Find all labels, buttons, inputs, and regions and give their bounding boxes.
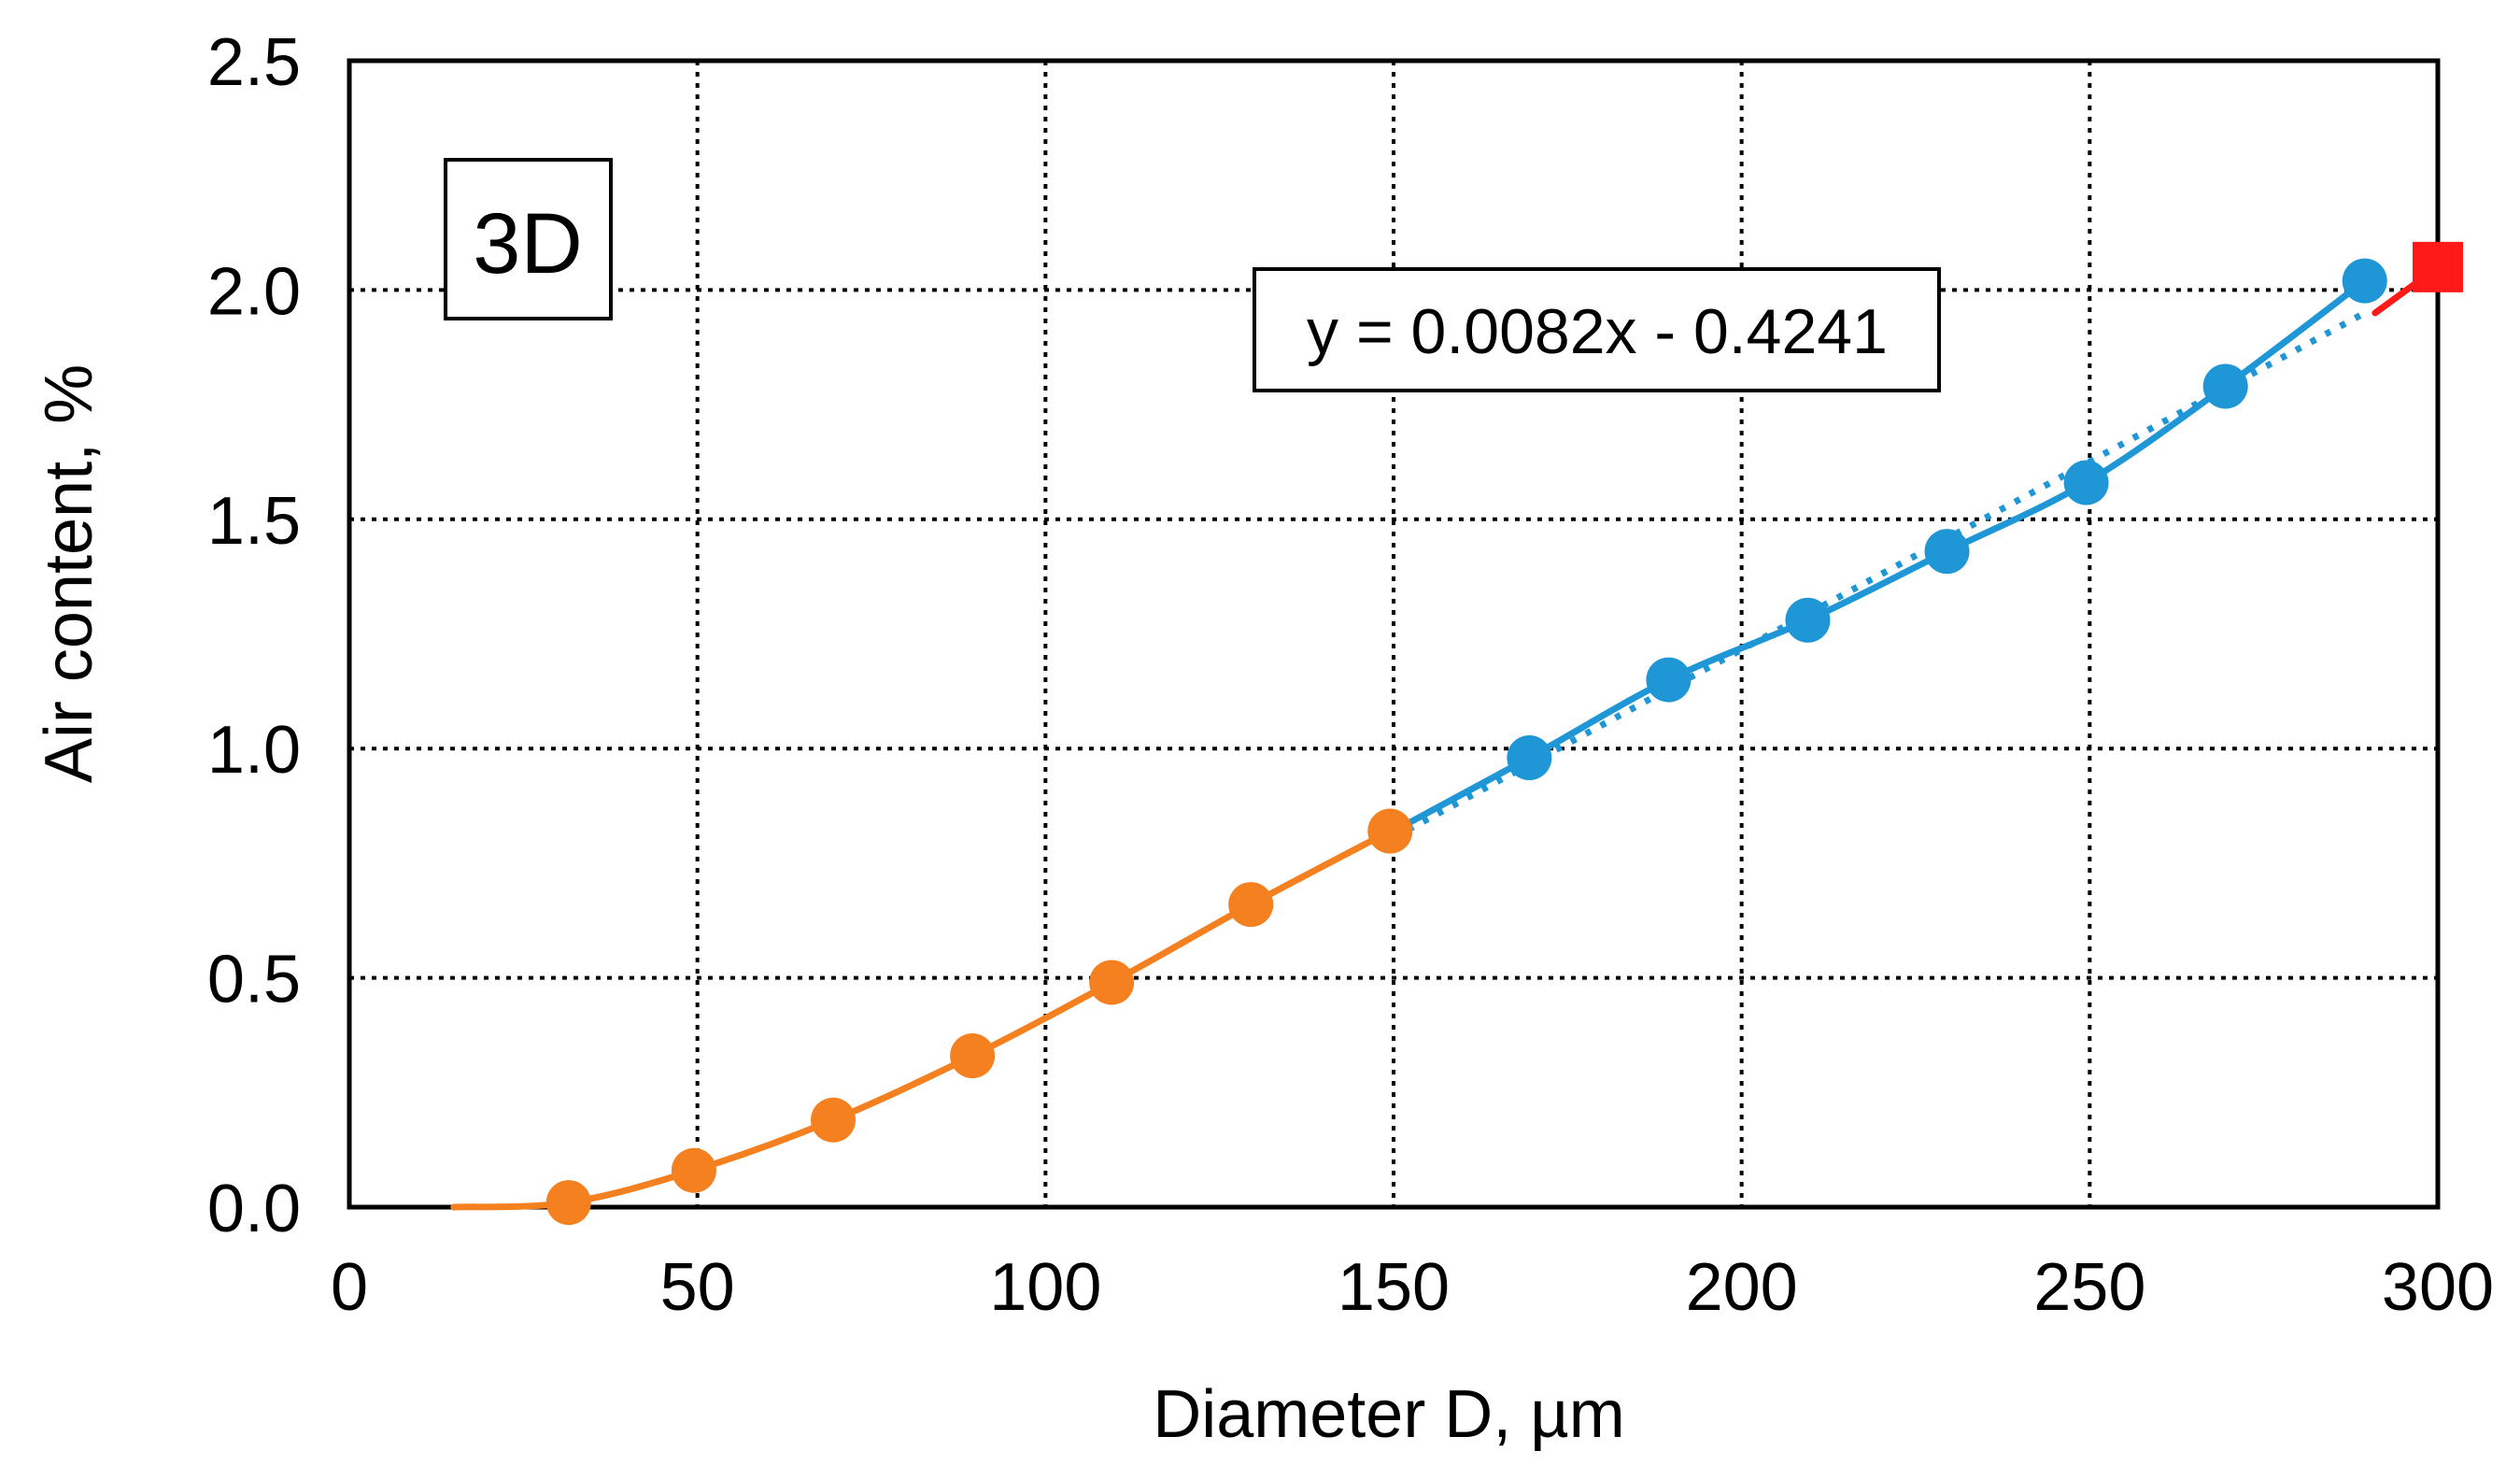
data-point: [1228, 882, 1274, 928]
x-tick-labels: 0 50 100 150 200 250 300: [331, 1250, 2494, 1325]
trendline-equation-box: y = 0.0082x - 0.4241: [1253, 267, 1941, 392]
plot-area-frame: [347, 58, 2441, 1210]
y-tick-label: 2.0: [207, 254, 301, 329]
data-markers: [545, 241, 2463, 1226]
data-point: [671, 1147, 716, 1193]
y-tick-label: 0.5: [207, 943, 301, 1017]
data-point: [1089, 960, 1135, 1005]
series-lines: [450, 263, 2442, 1211]
data-point: [2413, 241, 2463, 292]
x-tick-label: 200: [1686, 1250, 1798, 1325]
data-point: [1924, 529, 1970, 575]
x-tick-label: 300: [2382, 1250, 2494, 1325]
x-tick-label: 100: [989, 1250, 1101, 1325]
y-tick-labels: 0.0 0.5 1.0 1.5 2.0 2.5: [207, 25, 301, 1246]
panel-label-frame: [444, 158, 613, 320]
gridlines: [349, 61, 2438, 1207]
x-tick-label: 0: [331, 1250, 368, 1325]
y-tick-label: 2.5: [207, 25, 301, 100]
data-point: [811, 1097, 857, 1143]
data-point: [1367, 808, 1413, 854]
y-axis-title: Air content, %: [32, 364, 106, 783]
y-tick-label: 1.0: [207, 713, 301, 788]
equation-frame: [1253, 267, 1941, 392]
x-tick-label: 50: [660, 1250, 735, 1325]
x-axis-title: Diameter D, µm: [1153, 1377, 1625, 1452]
trendline-equation: y = 0.0082x - 0.4241: [1307, 296, 1888, 367]
data-point: [1785, 597, 1831, 643]
data-point: [1646, 657, 1692, 703]
y-tick-label: 0.0: [207, 1172, 301, 1246]
panel-label: 3D: [473, 196, 583, 292]
x-tick-label: 250: [2033, 1250, 2145, 1325]
data-point: [950, 1033, 996, 1079]
y-tick-label: 1.5: [207, 484, 301, 559]
x-tick-label: 150: [1338, 1250, 1450, 1325]
data-point: [545, 1180, 591, 1226]
data-point: [2063, 460, 2109, 505]
panel-label-box: 3D: [444, 158, 613, 320]
data-point: [2342, 258, 2387, 304]
data-point: [1507, 735, 1552, 781]
data-point: [2202, 363, 2248, 409]
